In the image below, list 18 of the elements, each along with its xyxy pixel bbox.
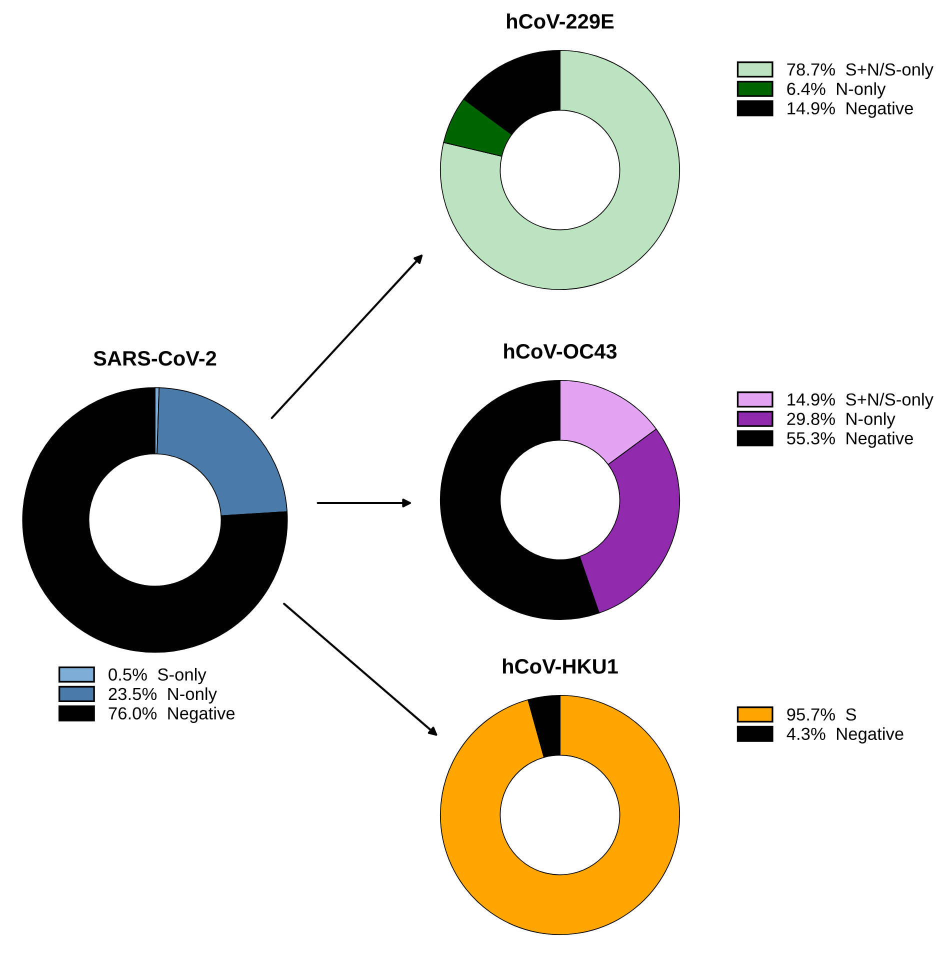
legend-label: 14.9% Negative [788,102,913,118]
donut-slice [22,387,288,653]
legend-label: 55.3% Negative [787,432,913,448]
donut-slice [440,694,680,936]
legend-label: 6.4% N-only [787,82,886,98]
legend-label: 78.7% S+N/S-only [787,62,934,80]
chart-title: hCoV-229E [507,13,614,29]
legend-label: 23.5% N-only [108,687,217,704]
legend-label: 29.8% N-only [787,412,896,428]
donut-slice [440,50,680,290]
legend-label: 0.5% S-only [108,668,206,684]
legend-label: 14.9% S+N/S-only [788,392,934,410]
chart-title: hCoV-OC43 [504,343,617,359]
legend-label: 95.7% S [787,708,856,721]
legend-label: 76.0% Negative [108,706,235,723]
legend-label: 4.3% Negative [786,727,904,744]
chart-title: hCoV-HKU1 [503,658,618,674]
chart-title: SARS-CoV-2 [94,351,216,366]
